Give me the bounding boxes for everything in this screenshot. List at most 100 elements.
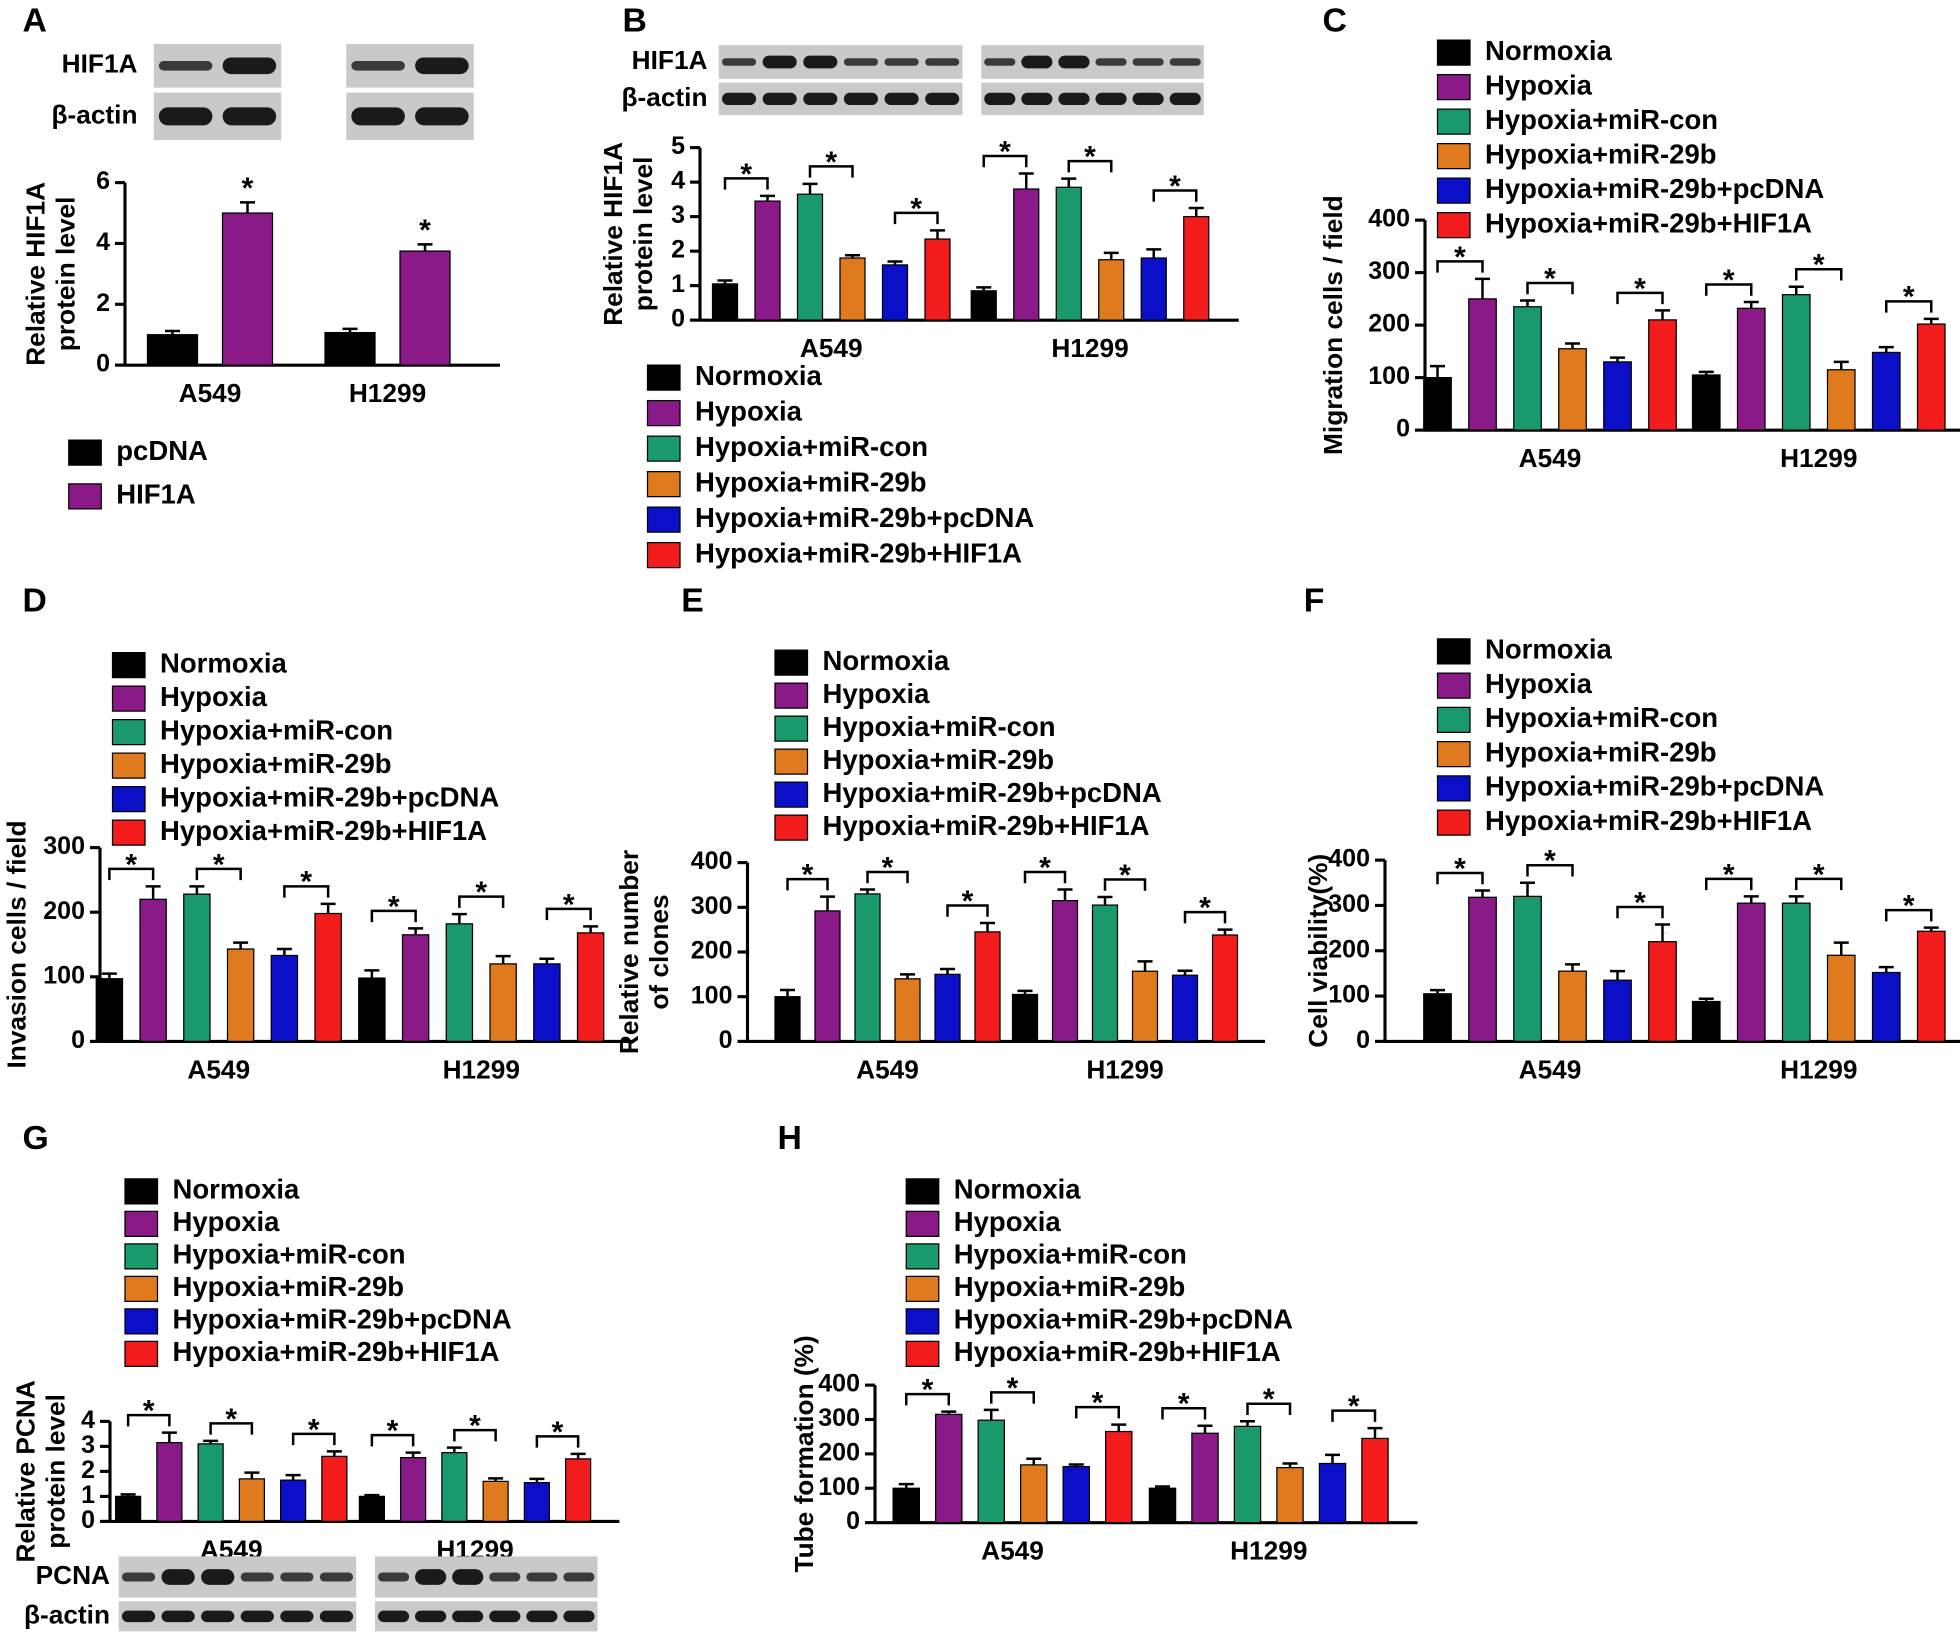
x-tick-label: H1299 bbox=[443, 1054, 520, 1084]
error-bar bbox=[101, 972, 117, 979]
significance-star: * bbox=[419, 214, 431, 247]
error-bar bbox=[244, 1471, 260, 1479]
blot-label: HIF1A bbox=[62, 49, 138, 79]
error-bar bbox=[1878, 345, 1894, 353]
significance-star: * bbox=[802, 859, 814, 892]
bar bbox=[1558, 348, 1587, 431]
significance-star: * bbox=[1634, 886, 1646, 919]
error-bar bbox=[1743, 895, 1759, 904]
legend-swatch bbox=[905, 1308, 940, 1335]
bar bbox=[533, 963, 561, 1042]
significance-star: * bbox=[1092, 1387, 1104, 1420]
error-bar bbox=[1788, 895, 1804, 904]
bar bbox=[1191, 1432, 1219, 1524]
bar bbox=[1648, 941, 1677, 1042]
significance-star: * bbox=[225, 1403, 237, 1436]
blot-band bbox=[158, 60, 213, 71]
bar bbox=[1781, 902, 1811, 1042]
blot-band bbox=[377, 1572, 410, 1582]
error-bar bbox=[364, 1493, 380, 1497]
bar bbox=[358, 977, 386, 1042]
error-bar bbox=[898, 1482, 914, 1489]
significance-star: * bbox=[1544, 262, 1556, 295]
error-bar bbox=[930, 229, 945, 240]
legend-label: Hypoxia+miR-29b bbox=[954, 1271, 1186, 1302]
y-axis-label: Relative HIF1A bbox=[20, 182, 50, 366]
bar bbox=[894, 978, 921, 1043]
y-tick-label: 100 bbox=[691, 981, 733, 1009]
bar bbox=[1091, 904, 1119, 1043]
significance-bracket bbox=[1885, 908, 1933, 922]
significance-bracket bbox=[1526, 281, 1574, 295]
legend-label: Normoxia bbox=[823, 645, 951, 676]
legend-swatch bbox=[646, 471, 681, 498]
significance-star: * bbox=[1007, 1372, 1019, 1405]
error-bar bbox=[941, 1410, 957, 1415]
significance-bracket bbox=[905, 1392, 950, 1406]
significance-star: * bbox=[388, 890, 400, 923]
bar bbox=[1318, 1462, 1347, 1524]
y-tick-label: 400 bbox=[818, 1370, 860, 1398]
significance-star: * bbox=[143, 1395, 155, 1428]
y-tick-label: 2 bbox=[671, 236, 685, 264]
blot-band bbox=[280, 1572, 314, 1582]
significance-star: * bbox=[1634, 272, 1646, 305]
legend-label: Hypoxia+miR-29b+HIF1A bbox=[1485, 207, 1812, 238]
legend-swatch bbox=[646, 364, 681, 391]
bar bbox=[1558, 970, 1587, 1042]
significance-star: * bbox=[1039, 851, 1051, 884]
bar bbox=[482, 1480, 509, 1522]
significance-star: * bbox=[563, 888, 575, 921]
significance-bracket bbox=[808, 165, 854, 178]
legend-swatch bbox=[1436, 775, 1471, 802]
blot-band bbox=[158, 107, 213, 126]
legend-swatch bbox=[905, 1178, 940, 1205]
significance-star: * bbox=[308, 1413, 320, 1446]
significance-star: * bbox=[1348, 1390, 1360, 1423]
bar bbox=[1140, 257, 1167, 321]
bar bbox=[441, 1452, 468, 1522]
bar bbox=[1736, 307, 1766, 431]
bar bbox=[139, 898, 167, 1042]
legend-swatch bbox=[1436, 706, 1471, 733]
legend-label: Hypoxia+miR-con bbox=[695, 431, 928, 462]
blot-band bbox=[803, 92, 838, 106]
blot-band bbox=[563, 1610, 595, 1623]
x-tick-label: A549 bbox=[1519, 1054, 1582, 1084]
y-axis-label: Invasion cells / field bbox=[2, 820, 32, 1068]
panel-label: D bbox=[23, 582, 47, 620]
bar bbox=[854, 893, 881, 1043]
error-bar bbox=[417, 243, 433, 252]
legend-label: Normoxia bbox=[160, 647, 288, 678]
blot-band bbox=[222, 107, 277, 126]
y-tick-label: 300 bbox=[691, 892, 733, 920]
blot-band bbox=[925, 92, 960, 106]
bar bbox=[1020, 1464, 1048, 1524]
blot-background bbox=[118, 1556, 357, 1598]
significance-bracket bbox=[786, 877, 829, 891]
blot-band bbox=[843, 92, 878, 106]
bar bbox=[401, 934, 430, 1042]
blot-band bbox=[415, 57, 469, 75]
error-bar bbox=[1068, 1463, 1084, 1467]
error-bar bbox=[1111, 1423, 1127, 1432]
x-tick-label: A549 bbox=[856, 1054, 919, 1084]
blot-band bbox=[1095, 92, 1127, 106]
blot-band bbox=[201, 1569, 235, 1585]
bar bbox=[796, 193, 824, 321]
bar bbox=[974, 931, 1001, 1042]
bar bbox=[1211, 934, 1239, 1042]
significance-bracket bbox=[723, 177, 769, 190]
significance-bracket bbox=[1616, 291, 1664, 305]
error-bar bbox=[1923, 926, 1939, 932]
legend-label: Hypoxia+miR-con bbox=[1485, 104, 1718, 135]
legend-label: Hypoxia+miR-con bbox=[173, 1239, 406, 1270]
significance-star: * bbox=[740, 158, 752, 191]
error-bar bbox=[145, 885, 161, 900]
blot-band bbox=[884, 58, 919, 66]
legend-label: Hypoxia+miR-29b+pcDNA bbox=[695, 502, 1034, 533]
significance-bracket bbox=[1075, 1405, 1120, 1419]
y-tick-label: 0 bbox=[846, 1507, 860, 1535]
error-bar bbox=[1217, 928, 1233, 936]
